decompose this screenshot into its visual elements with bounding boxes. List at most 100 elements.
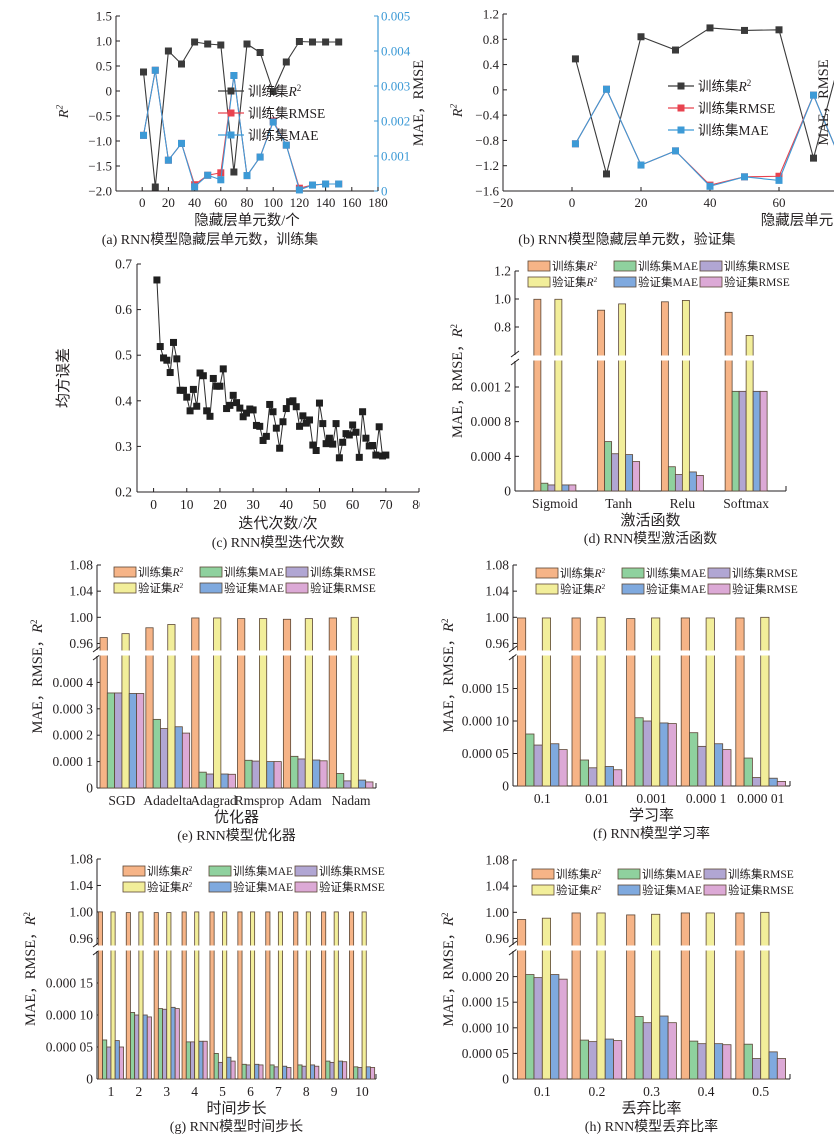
- y-tick-label: 0.000 05: [46, 1040, 94, 1055]
- y-tick-label: 1.08: [485, 558, 509, 573]
- bar: [353, 1066, 359, 1080]
- bar: [337, 1060, 343, 1080]
- bar: [613, 769, 623, 787]
- data-point: [637, 161, 645, 169]
- bar: [724, 311, 733, 492]
- data-point: [349, 421, 357, 429]
- bar-break-gap: [625, 650, 636, 656]
- y-tick-label: 0.7: [115, 257, 132, 272]
- bar: [558, 749, 568, 787]
- y-tick-label: 1.08: [69, 852, 93, 867]
- bar-break-gap: [553, 355, 563, 361]
- data-point: [292, 403, 300, 411]
- legend-swatch: [527, 260, 551, 272]
- bar: [118, 1046, 124, 1080]
- legend-label: 训练集MAE: [638, 259, 698, 273]
- axis-break-mark: [508, 645, 518, 653]
- bar-break-gap: [236, 650, 246, 656]
- x-tick-label: 80: [241, 195, 254, 210]
- x-tick-label: Softmax: [723, 496, 769, 511]
- legend-label: 训练集RMSE: [248, 106, 325, 121]
- bar: [290, 755, 299, 789]
- bar: [130, 1012, 136, 1080]
- bar: [319, 760, 328, 789]
- data-point: [269, 88, 277, 95]
- bar-break-gap: [516, 650, 527, 656]
- bar: [205, 773, 214, 789]
- y-tick-label: 1.2: [494, 264, 511, 279]
- bar: [604, 766, 614, 787]
- x-tick-label: 0.000 01: [737, 791, 784, 806]
- axis-label-r2: R2: [54, 104, 72, 119]
- data-point: [672, 147, 679, 155]
- y-tick-label: 0.000 15: [46, 976, 94, 991]
- data-point: [355, 453, 363, 461]
- bar: [365, 1066, 371, 1080]
- bar: [329, 1061, 335, 1080]
- legend-marker: [677, 82, 685, 90]
- axis-break-mark: [508, 653, 518, 661]
- bar-break-gap: [282, 650, 292, 656]
- bar: [735, 617, 745, 787]
- data-point: [230, 72, 238, 79]
- data-point: [810, 154, 817, 162]
- data-point: [329, 440, 337, 448]
- y-tick-label-right: 0.004: [381, 44, 411, 59]
- y-tick-label: 0.000 4: [471, 449, 512, 464]
- data-point: [183, 393, 191, 401]
- bar: [604, 1038, 614, 1080]
- bar-break-gap: [165, 945, 172, 951]
- data-point: [571, 55, 579, 63]
- y-tick-label: −0.8: [475, 133, 499, 148]
- y-tick-label: 1.2: [483, 7, 499, 22]
- y-tick-label: 1.0: [96, 34, 112, 49]
- bar: [674, 474, 683, 492]
- bar: [162, 1008, 168, 1080]
- x-tick-label: 0.01: [585, 791, 609, 806]
- legend-label: 训练集R2: [147, 864, 193, 878]
- bar-break-gap: [277, 945, 284, 951]
- legend-label: 训练集R2: [556, 867, 602, 881]
- legend-swatch: [707, 583, 731, 595]
- bar: [146, 1016, 152, 1080]
- legend-marker: [677, 104, 685, 112]
- y-axis-title-right: MAE，RMSE: [816, 59, 832, 145]
- bar: [160, 728, 169, 789]
- x-tick-label: 0.3: [643, 1084, 660, 1099]
- legend-label: 验证集RMSE: [319, 880, 385, 894]
- bar: [558, 978, 568, 1080]
- bar: [571, 912, 581, 1080]
- bar: [121, 633, 130, 789]
- data-point: [217, 176, 225, 184]
- bar: [250, 911, 256, 1080]
- data-point: [191, 38, 199, 46]
- y-tick-label: 0.000 10: [462, 714, 510, 729]
- legend-label: 训练集MAE: [646, 566, 706, 580]
- legend-swatch: [535, 583, 559, 595]
- bar: [325, 1060, 331, 1080]
- bar: [259, 618, 268, 789]
- x-tick-label: 2: [135, 1084, 142, 1099]
- data-point: [369, 441, 377, 449]
- y-tick-label: 0.000 2: [53, 728, 94, 743]
- bar-break-gap: [221, 945, 228, 951]
- bar: [181, 911, 187, 1080]
- data-point: [153, 276, 161, 284]
- bar: [667, 1022, 677, 1080]
- bar: [604, 441, 613, 492]
- data-point: [325, 434, 333, 442]
- axis-break-mark: [510, 350, 520, 358]
- y-tick-label: 1.04: [69, 878, 93, 893]
- data-point: [226, 401, 234, 409]
- bar: [227, 773, 236, 789]
- x-axis-title: 隐藏层单元数/个: [761, 212, 834, 229]
- bar: [680, 912, 690, 1080]
- bar-break-gap: [137, 945, 145, 951]
- bar: [277, 911, 283, 1080]
- x-tick-label: 6: [247, 1084, 254, 1099]
- bar: [768, 1051, 778, 1080]
- legend-swatch: [535, 567, 559, 579]
- bar: [697, 745, 707, 787]
- y-axis-title: MAE，RMSE，R2: [449, 324, 466, 438]
- data-point: [775, 26, 783, 34]
